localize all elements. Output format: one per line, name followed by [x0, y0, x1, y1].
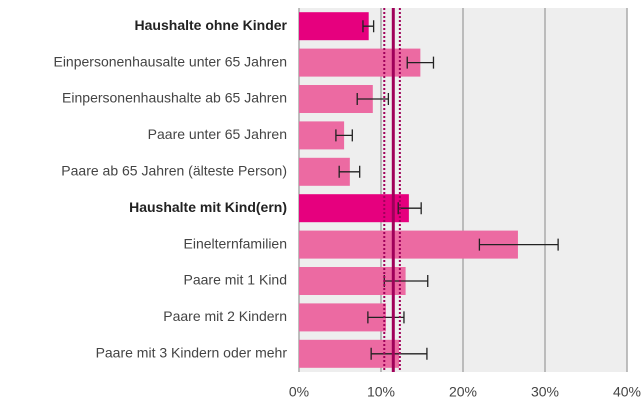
y-tick-label: Einpersonenhausalte unter 65 Jahren — [53, 53, 287, 69]
error-bar — [367, 311, 405, 324]
y-tick-label: Paare mit 3 Kindern oder mehr — [96, 345, 288, 361]
x-tick-label: 0% — [289, 384, 309, 400]
y-tick-label: Paare unter 65 Jahren — [148, 126, 287, 142]
y-tick-label: Haushalte ohne Kinder — [135, 17, 288, 33]
x-tick-label: 10% — [367, 384, 395, 400]
y-tick-label: Paare mit 1 Kind — [184, 272, 288, 288]
bar — [299, 194, 409, 223]
error-bar — [338, 165, 361, 178]
x-tick-label: 20% — [449, 384, 477, 400]
x-tick-label: 40% — [613, 384, 641, 400]
error-bar — [478, 238, 559, 251]
y-tick-label: Paare mit 2 Kindern — [163, 308, 287, 324]
error-bar — [335, 129, 353, 142]
error-bar — [406, 56, 435, 69]
bar — [299, 48, 421, 77]
y-tick-label: Einpersonenhaushalte ab 65 Jahren — [62, 90, 287, 106]
error-bar — [397, 202, 422, 215]
y-tick-label: Haushalte mit Kind(ern) — [129, 199, 287, 215]
x-tick-label: 30% — [531, 384, 559, 400]
error-bar — [362, 20, 375, 33]
y-tick-label: Paare ab 65 Jahren (älteste Person) — [61, 163, 287, 179]
bar — [299, 12, 369, 41]
y-tick-label: Eineltern­familien — [184, 235, 288, 251]
error-bar — [356, 93, 390, 105]
